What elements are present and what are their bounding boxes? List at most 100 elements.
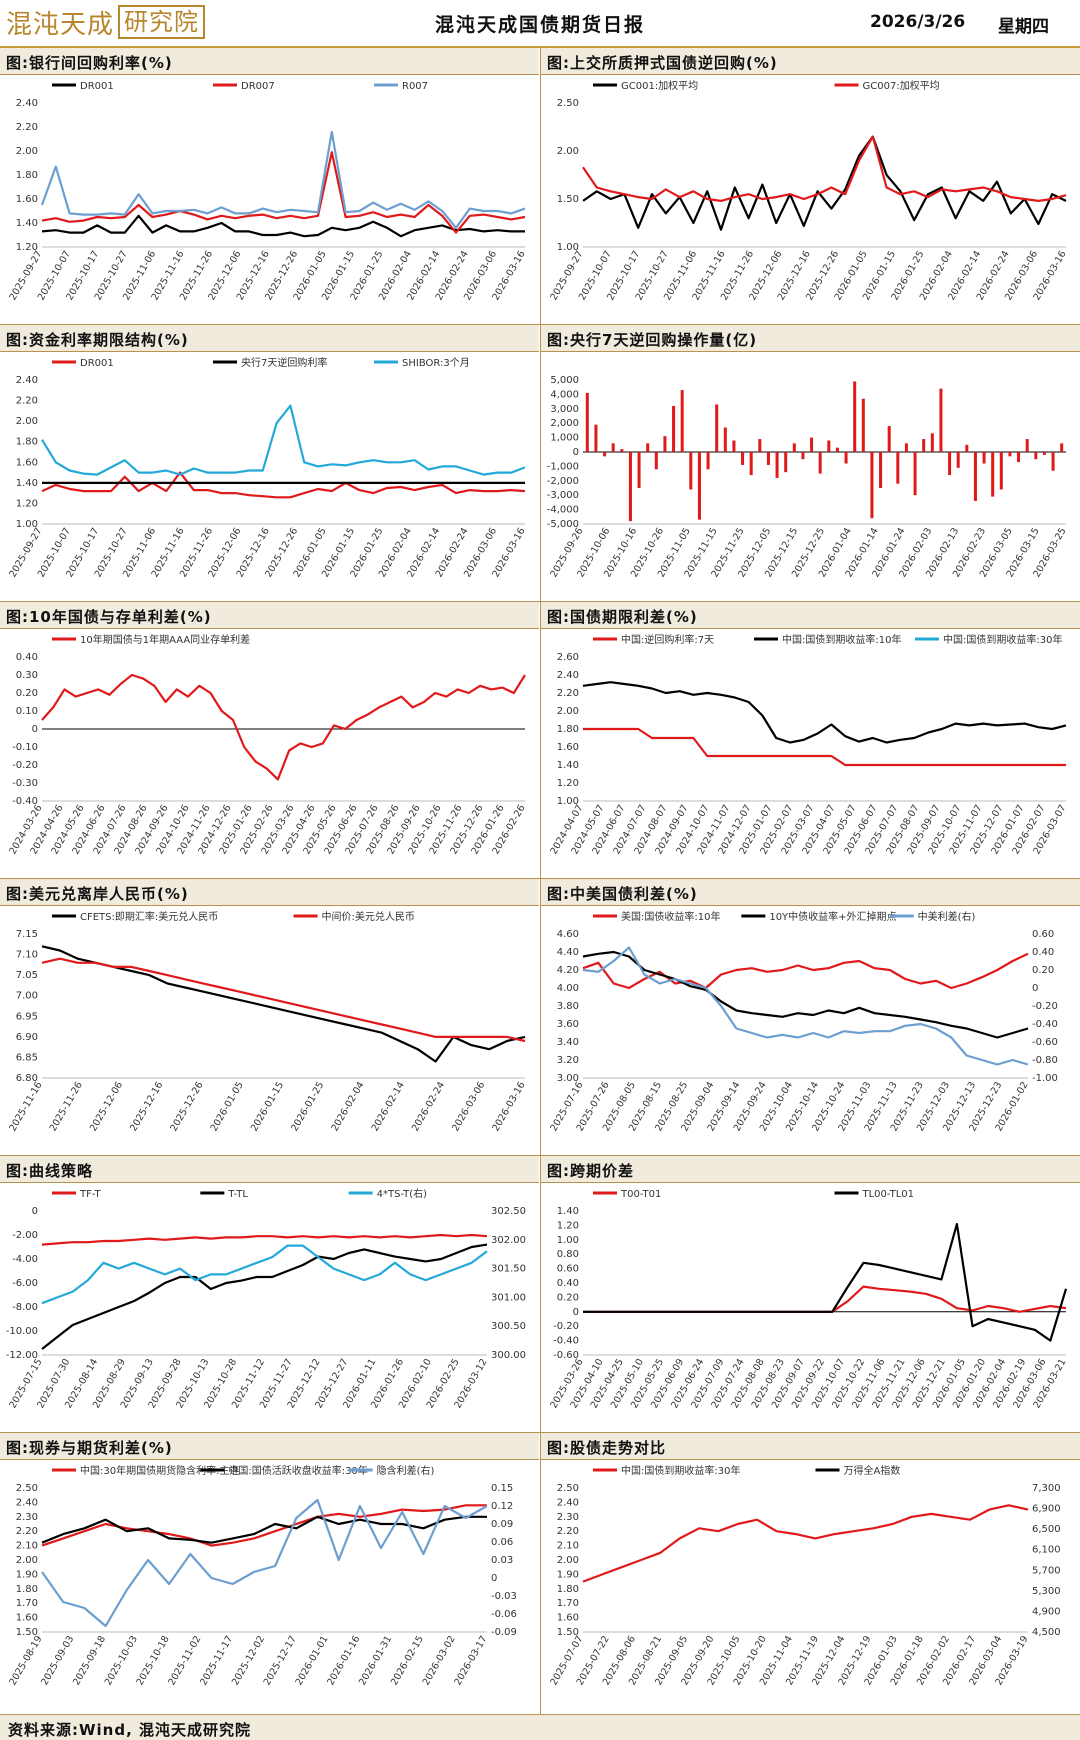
y2-tick-label: 301.50	[491, 1264, 526, 1275]
y-tick-label: 2.10	[557, 1541, 579, 1552]
series-1	[41, 1504, 487, 1547]
bar	[827, 440, 831, 452]
y-tick-label: 7.15	[16, 929, 38, 940]
chart-legend: CFETS:即期汇率:美元兑人民币 中间价:美元兑人民币	[52, 910, 415, 923]
series-2	[582, 135, 1067, 202]
y-tick-label: -0.20	[553, 1321, 579, 1332]
y-tick-label: 1.20	[16, 498, 38, 509]
y-tick-label: 2.40	[16, 375, 38, 386]
y-tick-label: 2.00	[557, 1555, 579, 1566]
x-tick-label: 2025-08-19	[7, 1634, 44, 1687]
x-tick-label: 2025-11-26	[48, 1080, 85, 1133]
series-2	[582, 950, 1029, 1039]
y-tick-label: -0.20	[12, 760, 38, 771]
y-tick-label: -2,000	[547, 476, 579, 487]
bar	[766, 452, 770, 465]
report-date: 2026/3/26	[870, 12, 966, 32]
bar	[654, 452, 658, 470]
bar	[1017, 452, 1021, 463]
series-line	[41, 214, 525, 238]
series-line	[41, 1515, 487, 1544]
y-tick-label: 6.95	[16, 1011, 38, 1022]
series-line	[41, 945, 526, 1063]
bar	[749, 452, 753, 476]
bar	[835, 447, 839, 452]
row-divider	[0, 1155, 1080, 1156]
y2-tick-label: 0.60	[1032, 929, 1054, 940]
y2-tick-label: 0.09	[491, 1519, 513, 1530]
y-tick-label: 3.20	[557, 1055, 579, 1066]
y-tick-label: -0.40	[553, 1336, 579, 1347]
bar	[585, 392, 589, 452]
x-tick-label: 2026-01-25	[289, 1080, 326, 1133]
y-tick-label: 2.20	[16, 122, 38, 133]
y-tick-label: 2.20	[557, 1526, 579, 1537]
chart-title: 图:10年国债与存单利差(%)	[0, 602, 539, 629]
y-tick-label: 1.80	[16, 170, 38, 181]
chart-legend: 美国:国债收益率:10年 10Y中债收益率+外汇掉期点 中美利差(右)	[593, 910, 976, 923]
y-tick-label: -2.00	[12, 1230, 38, 1241]
x-tick-label: 2025-12-26	[168, 1080, 205, 1133]
series-line	[582, 135, 1067, 231]
series-line	[583, 727, 1066, 767]
y-tick-label: -4,000	[547, 505, 579, 516]
y-tick-label: 1.60	[16, 457, 38, 468]
x-tick-label: 2026-01-15	[249, 1080, 286, 1133]
bar	[999, 452, 1003, 490]
y-tick-label: -4.00	[12, 1254, 38, 1265]
x-tick-label: 2026-01-05	[209, 1080, 246, 1133]
chart-title: 图:央行7天逆回购操作量(亿)	[541, 325, 1080, 352]
y-tick-label: 4.00	[557, 983, 579, 994]
legend-label: CFETS:即期汇率:美元兑人民币	[80, 910, 218, 923]
legend-label: DR007	[241, 81, 275, 92]
y-tick-label: 1.40	[557, 1206, 579, 1217]
bar	[697, 452, 701, 520]
y-tick-label: 2.20	[16, 1526, 38, 1537]
y-tick-label: 2.50	[16, 1483, 38, 1494]
y2-tick-label: -1.00	[1032, 1073, 1058, 1084]
chart-svg: CFETS:即期汇率:美元兑人民币 中间价:美元兑人民币 6.80 6.85 6.90 6…	[7, 910, 527, 1133]
bar	[646, 443, 650, 452]
series-line	[582, 135, 1067, 202]
chart-legend: TF-T T-TL 4*TS-T(右)	[52, 1187, 427, 1200]
series-line	[41, 1244, 488, 1305]
series-1	[582, 135, 1067, 231]
y-tick-label: 2.00	[557, 146, 579, 157]
y-tick-label: 2.30	[16, 1512, 38, 1523]
bar	[922, 439, 926, 452]
chart-svg: 10年期国债与1年期AAA同业存单利差 -0.40 -0.30 -0.20 -0.10 0…	[7, 633, 527, 856]
y-tick-label: 2.20	[16, 396, 38, 407]
bar	[870, 452, 874, 519]
bar	[930, 433, 934, 452]
chart-svg: 中国:逆回购利率:7天 中国:国债到期收益率:10年 中国:国债到期收益率:30年 1…	[548, 633, 1068, 856]
y-tick-label: 2,000	[550, 418, 579, 429]
y-tick-label: 2.00	[16, 416, 38, 427]
y-tick-label: -12.00	[6, 1350, 38, 1361]
logo-text: 混沌天成	[6, 9, 115, 40]
legend-label: 中国:30年期国债期货隐含利率:主连	[80, 1464, 239, 1477]
legend-label: 10年期国债与1年期AAA同业存单利差	[80, 633, 250, 646]
bar	[913, 452, 917, 496]
series-line	[582, 681, 1067, 744]
row-divider	[0, 601, 1080, 602]
x-tick-label: 2026-02-15	[389, 1634, 426, 1687]
series-1	[41, 1233, 488, 1246]
y-tick-label: -6.00	[12, 1278, 38, 1289]
x-tick-label: 2026-01-31	[357, 1634, 394, 1687]
chart-title: 图:美元兑离岸人民币(%)	[0, 879, 539, 906]
series-1	[585, 381, 1064, 522]
bar	[818, 452, 822, 474]
y-tick-label: 1.40	[16, 218, 38, 229]
x-tick-label: 2026-03-06	[450, 1080, 487, 1133]
y-tick-label: -3,000	[547, 490, 579, 501]
y-tick-label: 2.40	[16, 98, 38, 109]
bar	[775, 452, 779, 478]
series-3	[582, 946, 1029, 1066]
y-tick-label: 1.60	[557, 742, 579, 753]
bar	[1008, 452, 1012, 457]
legend-label: 中国:国债到期收益率:10年	[782, 633, 901, 646]
y-tick-label: 0.20	[16, 688, 38, 699]
y2-tick-label: -0.20	[1032, 1001, 1058, 1012]
series-line	[582, 950, 1029, 1039]
